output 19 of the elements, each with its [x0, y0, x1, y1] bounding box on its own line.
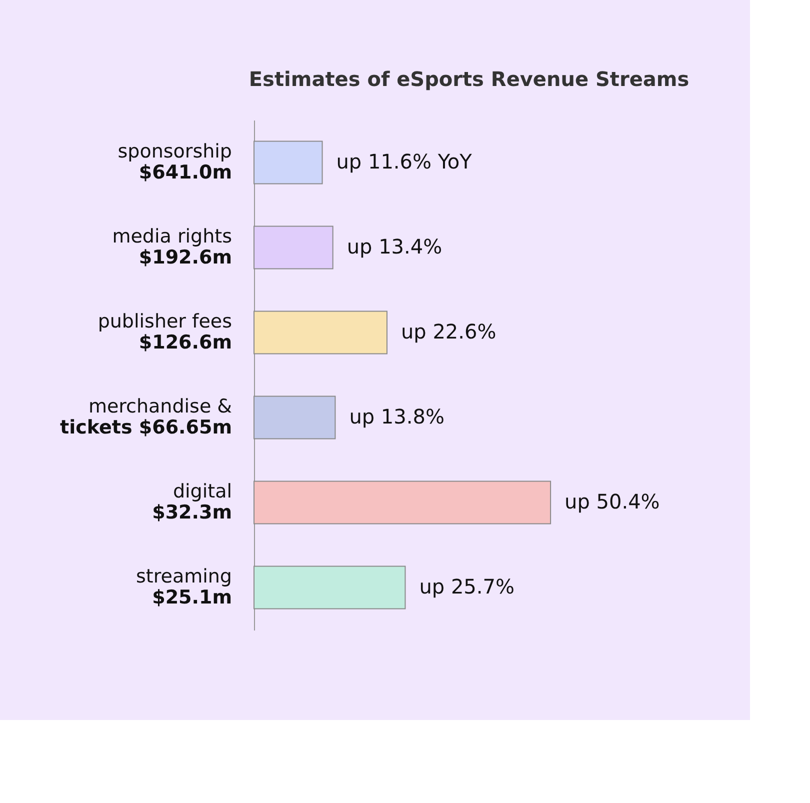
bar	[254, 480, 552, 524]
category-label: sponsorship $641.0m	[118, 140, 232, 184]
category-label: media rights $192.6m	[112, 226, 232, 268]
data-label: up 50.4%	[564, 490, 660, 514]
data-label: up 13.4%	[346, 234, 442, 258]
data-label: up 25.7%	[419, 574, 514, 598]
bar	[254, 140, 323, 184]
data-label: up 22.6%	[400, 320, 496, 344]
bar	[254, 226, 334, 270]
bar	[254, 566, 406, 610]
category-label: digital $32.3m	[152, 480, 232, 524]
chart-title: Estimates of eSports Revenue Streams	[248, 67, 690, 91]
bar	[254, 310, 388, 354]
data-label: up 13.8%	[349, 404, 444, 428]
category-label: merchandise & tickets $66.65m	[60, 396, 232, 438]
category-label: publisher fees $126.6m	[98, 310, 232, 354]
bar	[254, 396, 336, 440]
data-label: up 11.6% YoY	[336, 150, 473, 174]
category-label: streaming $25.1m	[136, 566, 232, 608]
